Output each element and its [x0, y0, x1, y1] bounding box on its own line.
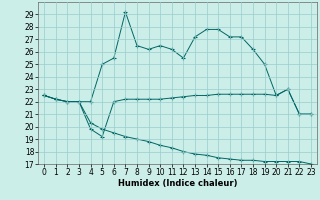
X-axis label: Humidex (Indice chaleur): Humidex (Indice chaleur): [118, 179, 237, 188]
